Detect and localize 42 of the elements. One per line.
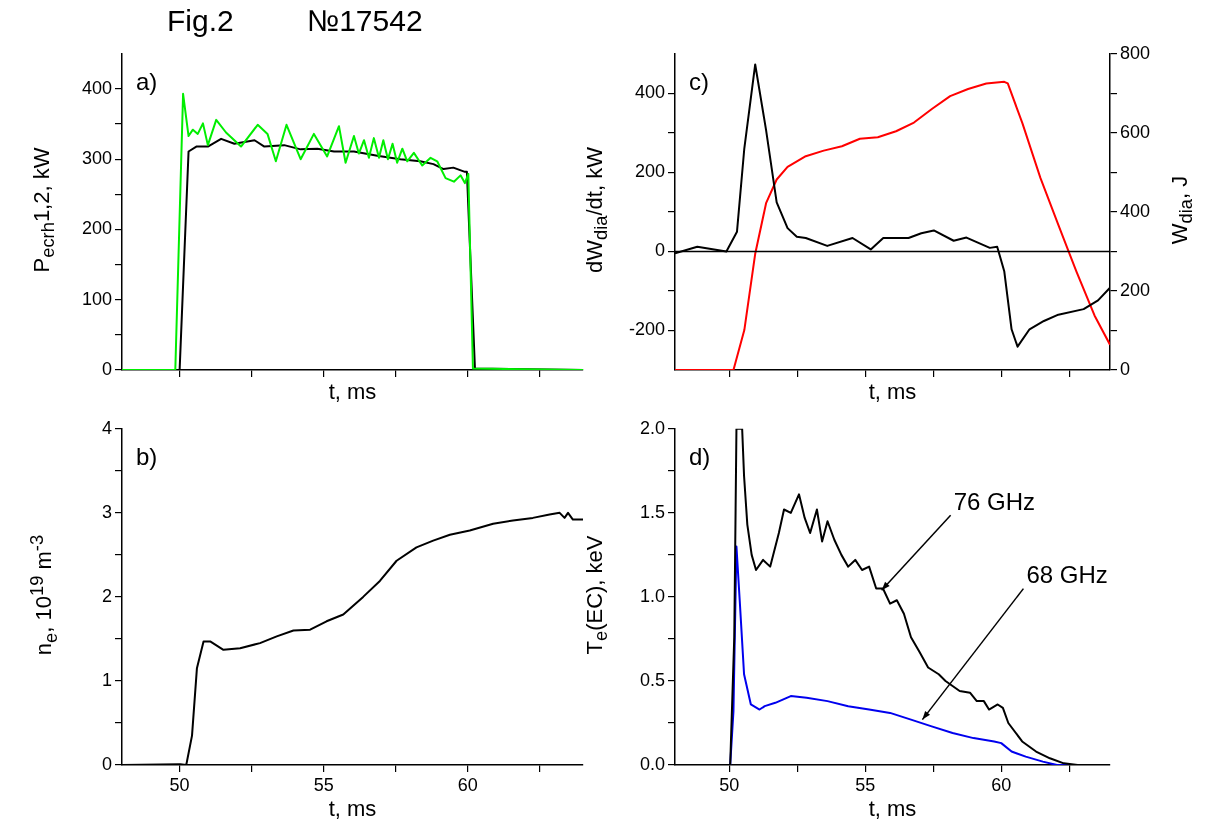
chart-title: Fig.2 bbox=[167, 4, 234, 38]
y-tick-label: 1.0 bbox=[639, 585, 665, 606]
y-tick-label: 300 bbox=[81, 148, 112, 169]
y-tick-label: 200 bbox=[81, 218, 112, 239]
x-tick-label: 50 bbox=[169, 774, 190, 795]
y-tick-label: 2.0 bbox=[639, 417, 665, 438]
annotation: 76 GHz bbox=[953, 487, 1035, 515]
y2-tick-label: 400 bbox=[1120, 200, 1151, 221]
y-tick-label: 3 bbox=[101, 501, 112, 522]
y-tick-label: 0 bbox=[654, 240, 665, 261]
x-axis-title: t, ms bbox=[328, 796, 377, 822]
y-tick-label: 0.0 bbox=[639, 753, 665, 774]
y2-tick-label: 0 bbox=[1120, 358, 1131, 379]
y-tick-label: 0 bbox=[101, 753, 112, 774]
annotation: c) bbox=[689, 68, 709, 96]
y-tick-label: 400 bbox=[634, 82, 665, 103]
x-tick-label: 55 bbox=[855, 774, 876, 795]
y-tick-label: 1.5 bbox=[639, 501, 665, 522]
y-tick-label: 4 bbox=[101, 417, 112, 438]
y-tick-label: 1 bbox=[101, 669, 112, 690]
x-axis-title: t, ms bbox=[328, 379, 377, 405]
y-tick-label: 400 bbox=[81, 77, 112, 98]
annotation: b) bbox=[136, 443, 158, 471]
x-tick-label: 60 bbox=[991, 774, 1012, 795]
y-tick-label: 2 bbox=[101, 585, 112, 606]
x-axis-title: t, ms bbox=[868, 379, 917, 405]
y-tick-label: 100 bbox=[81, 288, 112, 309]
y2-tick-label: 800 bbox=[1120, 42, 1151, 63]
annotation: a) bbox=[136, 68, 158, 96]
annotation: 68 GHz bbox=[1026, 561, 1108, 589]
y-tick-label: 0.5 bbox=[639, 669, 665, 690]
x-tick-label: 55 bbox=[313, 774, 334, 795]
y-tick-label: -200 bbox=[628, 319, 665, 340]
chart-subtitle: №17542 bbox=[307, 4, 423, 38]
x-axis-title: t, ms bbox=[868, 796, 917, 822]
x-tick-label: 50 bbox=[719, 774, 740, 795]
y-tick-label: 0 bbox=[101, 358, 112, 379]
x-tick-label: 60 bbox=[457, 774, 478, 795]
y2-tick-label: 200 bbox=[1120, 279, 1151, 300]
annotation: d) bbox=[689, 443, 711, 471]
y2-tick-label: 600 bbox=[1120, 121, 1151, 142]
y-tick-label: 200 bbox=[634, 161, 665, 182]
